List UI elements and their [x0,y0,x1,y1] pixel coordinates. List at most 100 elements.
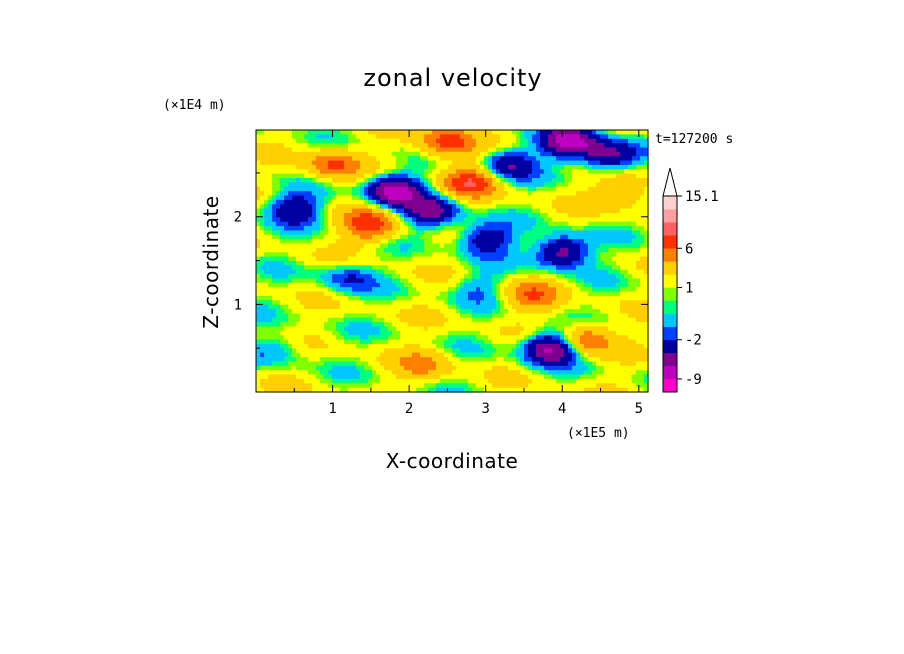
heatmap-cell [508,383,513,389]
heatmap-cell [320,212,325,218]
heatmap-cell [324,352,329,358]
heatmap-cell [476,247,481,253]
heatmap-cell [572,239,577,245]
heatmap-cell [376,352,381,358]
heatmap-cell [456,239,461,245]
heatmap-cell [308,295,313,301]
heatmap-cell [372,348,377,354]
heatmap-cell [332,335,337,341]
heatmap-cell [568,147,573,153]
heatmap-cell [504,309,509,314]
heatmap-cell [560,282,565,288]
heatmap-cell [288,208,293,214]
heatmap-cell [256,212,261,218]
heatmap-cell [360,160,365,166]
heatmap-cell [304,282,309,288]
heatmap-cell [436,138,441,144]
heatmap-cell [500,304,505,310]
heatmap-cell [380,287,385,293]
heatmap-cell [328,186,333,192]
heatmap-cell [528,247,533,253]
heatmap-cell [452,247,457,253]
heatmap-cell [424,243,429,249]
heatmap-cell [288,138,293,144]
heatmap-cell [564,269,569,275]
heatmap-cell [572,178,577,183]
heatmap-cell [340,339,345,345]
heatmap-cell [444,169,449,175]
heatmap-cell [500,322,505,328]
heatmap-cell [312,291,317,297]
heatmap-cell [540,378,545,384]
heatmap-cell [524,199,529,205]
heatmap-cell [424,226,429,232]
heatmap-cell [360,304,365,310]
heatmap-cell [560,261,565,266]
heatmap-cell [448,330,453,336]
heatmap-cell [480,252,485,258]
heatmap-cell [532,304,537,310]
heatmap-cell [532,335,537,341]
heatmap-cell [412,151,417,157]
heatmap-cell [536,282,541,288]
heatmap-cell [300,208,305,214]
heatmap-cell [364,287,369,293]
heatmap-cell [328,191,333,197]
heatmap-cell [304,208,309,214]
heatmap-cell [332,326,337,332]
heatmap-cell [548,226,553,232]
heatmap-cell [504,278,509,284]
heatmap-cell [256,164,261,170]
heatmap-cell [328,234,333,240]
heatmap-cell [404,239,409,245]
heatmap-cell [424,252,429,258]
heatmap-cell [404,169,409,175]
heatmap-cell [456,256,461,262]
heatmap-cell [384,378,389,384]
heatmap-cell [416,269,421,275]
heatmap-cell [568,300,573,306]
heatmap-cell [436,239,441,245]
heatmap-cell [556,160,561,166]
heatmap-cell [260,243,265,249]
heatmap-cell [400,387,405,393]
heatmap-cell [376,230,381,236]
heatmap-cell [480,143,485,149]
heatmap-cell [476,387,481,393]
heatmap-cell [500,212,505,218]
heatmap-cell [412,160,417,166]
heatmap-cell [524,173,529,179]
heatmap-cell [260,178,265,183]
heatmap-cell [416,361,421,367]
heatmap-cell [564,186,569,192]
heatmap-cell [364,309,369,314]
heatmap-cell [292,383,297,389]
heatmap-cell [296,160,301,166]
heatmap-cell [584,164,589,170]
heatmap-cell [356,287,361,293]
heatmap-cell [488,304,493,310]
heatmap-cell [412,195,417,201]
heatmap-cell [328,348,333,354]
heatmap-cell [584,186,589,192]
heatmap-cell [396,138,401,144]
heatmap-cell [368,313,373,319]
heatmap-cell [420,261,425,266]
heatmap-cell [452,160,457,166]
heatmap-cell [536,339,541,345]
heatmap-cell [284,313,289,319]
heatmap-cell [512,378,517,384]
heatmap-cell [396,357,401,363]
heatmap-cell [304,186,309,192]
heatmap-cell [352,147,357,153]
heatmap-cell [524,291,529,297]
heatmap-cell [468,173,473,179]
heatmap-cell [256,226,261,232]
heatmap-cell [260,300,265,306]
heatmap-cell [420,247,425,253]
heatmap-cell [348,335,353,341]
heatmap-cell [572,243,577,249]
heatmap-cell [404,195,409,201]
heatmap-cell [260,282,265,288]
heatmap-cell [440,352,445,358]
